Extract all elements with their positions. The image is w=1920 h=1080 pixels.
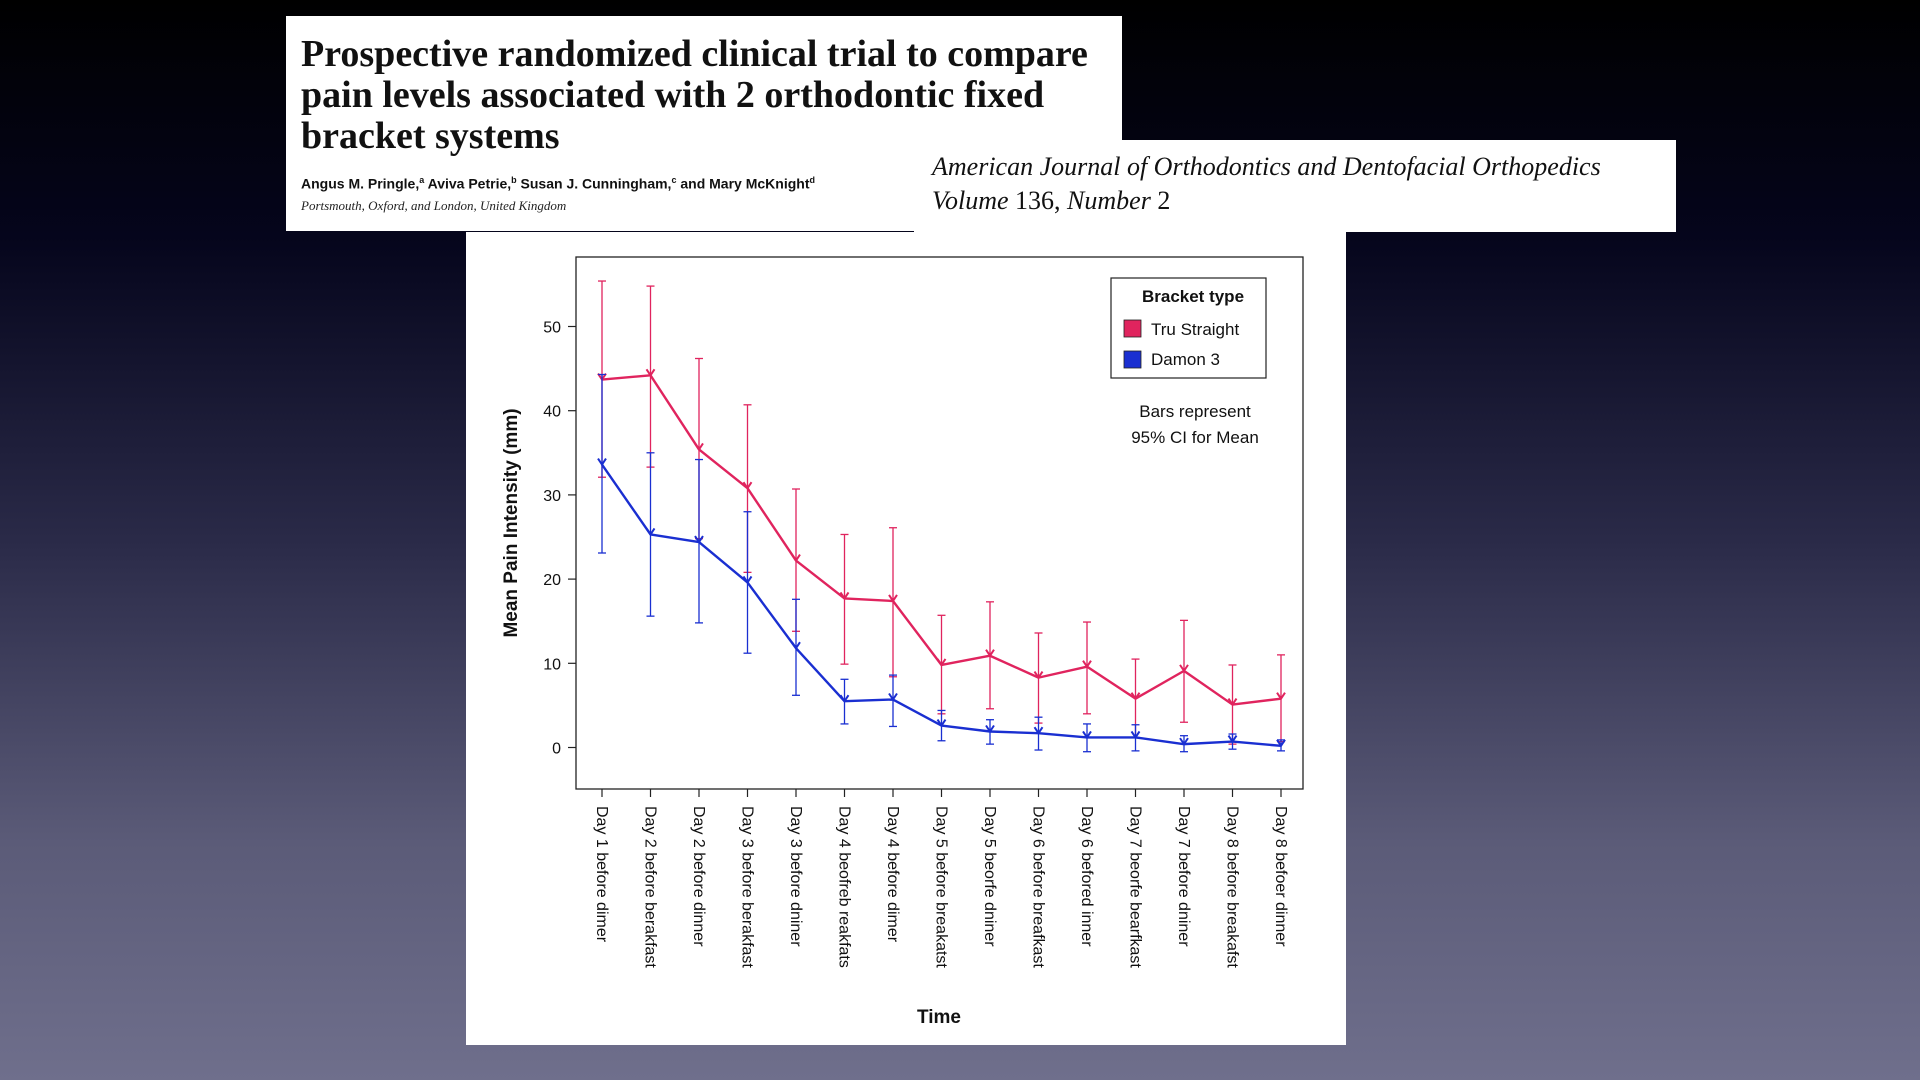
author-affiliation-mark: c	[671, 175, 677, 185]
y-tick-label: 0	[552, 741, 561, 758]
chart-card: 0 10 20 30 40 50 Day 1 before dimer Day 2 befo…	[466, 232, 1346, 1045]
number-label: Number	[1067, 186, 1151, 215]
data-point-marker	[985, 649, 995, 658]
author-name: Susan J. Cunningham,	[516, 175, 672, 192]
data-point-marker	[597, 458, 607, 467]
data-point-marker	[1276, 739, 1286, 748]
x-axis: Day 1 before dimer Day 2 before berakfast…	[593, 789, 1289, 968]
x-category-label: Day 3 before dniner	[787, 806, 804, 947]
data-point-marker	[1033, 671, 1044, 680]
journal-citation-card: American Journal of Orthodontics and Den…	[914, 140, 1676, 232]
data-point-marker	[936, 658, 947, 667]
y-tick-label: 10	[543, 656, 561, 673]
data-point-marker	[1179, 737, 1189, 746]
author-list: Angus M. Pringle,a Aviva Petrie,b Susan …	[301, 175, 1107, 192]
data-point-marker	[1082, 660, 1092, 669]
data-point-marker	[1179, 664, 1189, 673]
journal-volume-line: Volume 136, Number 2	[932, 184, 1676, 218]
x-category-label: Day 6 before breafkast	[1030, 806, 1047, 968]
series-damon-3	[597, 373, 1286, 753]
x-category-label: Day 4 before dimer	[884, 806, 901, 943]
x-category-label: Day 7 before dniner	[1175, 806, 1192, 947]
author-name: Angus M. Pringle,	[301, 175, 420, 192]
chart-legend: Bracket type Tru Straight Damon 3	[1110, 277, 1267, 379]
x-category-label: Day 2 before berakfast	[642, 806, 659, 968]
journal-name: American Journal of Orthodontics and Den…	[932, 152, 1601, 181]
data-point-marker	[839, 694, 850, 703]
author-affiliation-mark: a	[419, 175, 425, 185]
ci-note-line-1: Bars represent	[1139, 402, 1251, 421]
x-category-label: Day 5 before breakatst	[933, 806, 950, 968]
data-point-marker	[936, 719, 947, 728]
x-category-label: Day 7 beorfe bearfkast	[1127, 806, 1144, 968]
x-category-label: Day 8 before breakafst	[1224, 806, 1241, 968]
author-name: and Mary McKnight	[676, 175, 810, 192]
legend-swatch-damon-3	[1123, 350, 1142, 369]
data-point-marker	[1227, 698, 1238, 707]
legend-label-damon-3: Damon 3	[1151, 350, 1220, 369]
data-point-marker	[1033, 726, 1044, 735]
x-category-label: Day 5 beorfe dniner	[981, 806, 998, 947]
author-affiliation-mark: d	[809, 175, 815, 185]
x-category-label: Day 3 before berakfast	[739, 806, 756, 968]
author-affiliation-mark: b	[511, 175, 517, 185]
ci-note-line-2: 95% CI for Mean	[1131, 428, 1259, 447]
data-point-marker	[645, 527, 656, 537]
data-point-marker	[888, 594, 898, 603]
data-point-marker	[1130, 692, 1141, 701]
issue-number: 2	[1157, 186, 1171, 215]
legend-title: Bracket type	[1142, 287, 1244, 306]
legend-label-tru-straight: Tru Straight	[1151, 320, 1239, 339]
x-category-label: Day 4 beofreb reakfats	[836, 806, 853, 968]
x-category-label: Day 2 before dinner	[690, 806, 707, 947]
data-point-marker	[1130, 730, 1141, 740]
y-tick-label: 20	[543, 572, 561, 589]
y-tick-label: 30	[543, 488, 561, 505]
data-point-marker	[839, 591, 850, 601]
author-affiliation: Portsmouth, Oxford, and London, United K…	[301, 197, 567, 213]
y-tick-label: 50	[543, 320, 561, 337]
y-tick-label: 40	[543, 404, 561, 421]
series-layer	[597, 280, 1286, 753]
legend-swatch-tru-straight	[1123, 319, 1142, 338]
paper-title: Prospective randomized clinical trial to…	[301, 33, 1088, 157]
pain-intensity-chart: 0 10 20 30 40 50 Day 1 before dimer Day 2 befo…	[501, 256, 1304, 1028]
data-point-marker	[1276, 692, 1286, 701]
data-point-marker	[742, 481, 753, 490]
data-point-marker	[1082, 730, 1092, 740]
volume-number: 136,	[1015, 186, 1061, 215]
paper-header-card: Prospective randomized clinical trial to…	[286, 16, 1122, 231]
y-axis-title: Mean Pain Intensity (mm)	[501, 408, 522, 637]
data-point-marker	[791, 554, 801, 563]
x-category-label: Day 6 befored inner	[1078, 806, 1095, 947]
data-point-marker	[694, 535, 704, 544]
author-name: Aviva Petrie,	[424, 175, 512, 192]
data-point-marker	[888, 692, 898, 702]
plot-frame	[575, 256, 1304, 790]
data-point-marker	[645, 368, 656, 378]
data-point-marker	[742, 575, 753, 585]
data-point-marker	[791, 641, 801, 650]
data-point-marker	[1227, 735, 1238, 744]
volume-label: Volume	[932, 186, 1009, 215]
x-category-label: Day 1 before dimer	[593, 806, 610, 943]
x-category-label: Day 8 befoer dinner	[1272, 806, 1289, 947]
data-point-marker	[694, 442, 704, 452]
x-axis-title: Time	[917, 1007, 961, 1028]
data-point-marker	[985, 724, 995, 734]
y-axis: 0 10 20 30 40 50	[543, 320, 576, 758]
